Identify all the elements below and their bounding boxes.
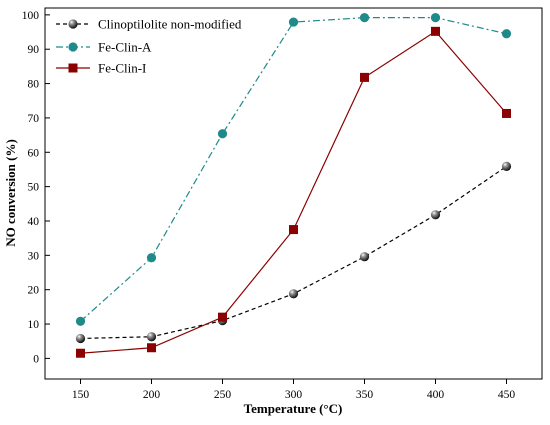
data-point-fe-clin-i [502, 108, 511, 118]
x-tick-label: 300 [285, 389, 303, 401]
legend-item-fe-clin-i: Fe-Clin-I [56, 61, 146, 76]
x-axis-title: Temperature (°C) [244, 401, 343, 416]
legend-label-fe-clin-i: Fe-Clin-I [98, 61, 146, 76]
y-tick-label: 80 [28, 79, 40, 91]
data-point-fe-clin-i [147, 343, 156, 353]
data-point-clinoptilolite-non-modified [359, 252, 370, 262]
x-tick-label: 200 [143, 389, 161, 401]
data-point-clinoptilolite-non-modified [501, 161, 512, 171]
y-tick-label: 40 [28, 216, 40, 228]
legend-marker-fe-clin-a [68, 42, 78, 52]
data-point-fe-clin-a [430, 13, 441, 23]
legend-marker-clinoptilolite [68, 19, 78, 29]
data-point-fe-clin-a [359, 13, 370, 23]
y-tick-label: 30 [28, 250, 40, 262]
data-point-fe-clin-i [289, 225, 298, 235]
legend-label-clinoptilolite: Clinoptilolite non-modified [98, 17, 242, 32]
y-tick-label: 100 [22, 10, 40, 22]
legend-item-fe-clin-a: Fe-Clin-A [56, 40, 152, 55]
data-point-fe-clin-a [217, 129, 228, 139]
x-axis: 150 200 250 300 350 400 450 [72, 379, 516, 401]
data-point-fe-clin-i [218, 312, 227, 322]
y-axis-title: NO conversion (%) [3, 139, 18, 247]
y-tick-label: 60 [28, 147, 40, 159]
legend: Clinoptilolite non-modified Fe-Clin-A Fe… [56, 17, 242, 76]
series-line-clinoptilolite-non-modified [80, 165, 507, 340]
y-tick-label: 0 [33, 353, 39, 365]
data-point-clinoptilolite-non-modified [146, 332, 157, 342]
data-point-fe-clin-a [288, 17, 299, 27]
legend-marker-fe-clin-i [68, 63, 78, 73]
x-tick-label: 350 [356, 389, 374, 401]
data-point-fe-clin-a [146, 253, 157, 263]
data-point-fe-clin-i [360, 72, 369, 82]
series-line-fe-clin-i [80, 30, 507, 354]
x-tick-label: 450 [498, 389, 516, 401]
data-point-clinoptilolite-non-modified [430, 210, 441, 220]
legend-label-fe-clin-a: Fe-Clin-A [98, 40, 152, 55]
data-point-clinoptilolite-non-modified [75, 333, 86, 344]
legend-item-clinoptilolite: Clinoptilolite non-modified [56, 17, 242, 32]
data-point-fe-clin-a [75, 316, 86, 326]
y-tick-label: 90 [28, 44, 40, 56]
x-tick-label: 400 [427, 389, 445, 401]
x-tick-label: 250 [214, 389, 232, 401]
y-tick-label: 50 [28, 182, 40, 194]
data-point-fe-clin-a [501, 29, 512, 39]
series-layer [75, 13, 512, 358]
data-point-clinoptilolite-non-modified [288, 289, 299, 299]
data-point-fe-clin-i [431, 26, 440, 36]
y-tick-label: 10 [28, 319, 40, 331]
x-tick-label: 150 [72, 389, 90, 401]
y-tick-label: 20 [28, 285, 40, 297]
y-tick-label: 70 [28, 113, 40, 125]
data-point-fe-clin-i [76, 348, 85, 358]
y-axis: 0 10 20 30 40 50 60 70 80 90 100 [22, 10, 50, 365]
